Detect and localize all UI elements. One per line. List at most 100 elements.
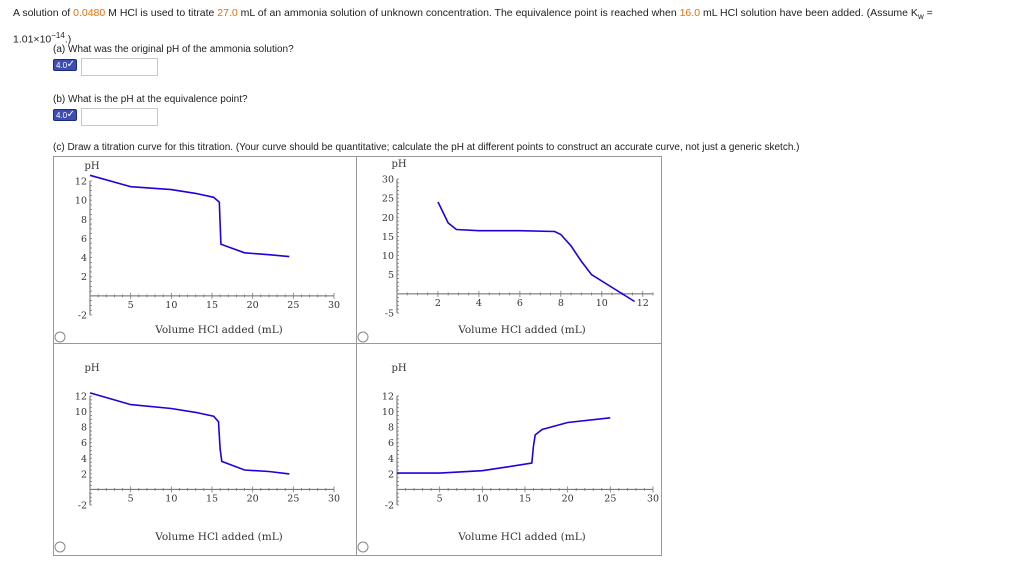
y-tick-label: 12 — [382, 392, 394, 403]
titration-curve — [397, 417, 611, 474]
x-tick-label: 10 — [596, 298, 608, 309]
y-tick-label: 4 — [81, 454, 87, 465]
x-tick-label: 30 — [647, 493, 659, 504]
kw-value: 1.01×10 — [13, 33, 52, 46]
x-tick-label: 8 — [558, 298, 564, 309]
chart-panel: 5 10 15 20 25 30 12 10 8 6 4 2 -2 pH Volume HCl added … — [357, 363, 659, 553]
x-tick-label: 10 — [476, 493, 488, 504]
y-tick-label: 15 — [382, 232, 394, 243]
y-tick-label: -2 — [385, 501, 394, 512]
y-tick-label: 8 — [81, 215, 87, 226]
ph-answer-input[interactable] — [81, 58, 158, 76]
part-b-answer: 4.0 ✓ — [53, 108, 163, 126]
x-tick-label: 2 — [435, 298, 441, 309]
question-part: .) — [64, 33, 72, 46]
titration-curve-options: 5 10 15 20 25 30 12 10 8 6 4 2 -2 pH Volume HCl added … — [53, 156, 662, 556]
part-a-label: (a) What was the original pH of the ammo… — [53, 44, 294, 55]
chart-panel: 5 10 15 20 25 30 12 10 8 6 4 2 -2 pH Volume HCl added … — [54, 161, 340, 343]
question-part: = — [923, 7, 933, 19]
checkmark-icon: ✓ — [66, 109, 75, 120]
titration-curve — [437, 201, 636, 303]
x-tick-label: 15 — [206, 493, 218, 504]
checkmark-icon: ✓ — [66, 59, 75, 70]
y-tick-label: 2 — [81, 469, 87, 480]
x-axis-label: Volume HCl added (mL) — [154, 324, 283, 336]
grid-divider — [356, 157, 357, 555]
score-badge: 4.0 ✓ — [53, 59, 77, 71]
ph-equivalence-input[interactable] — [81, 108, 158, 126]
y-tick-label: 5 — [388, 270, 394, 281]
y-tick-label: 10 — [382, 407, 394, 418]
x-tick-label: 20 — [247, 300, 259, 311]
x-tick-label: 5 — [437, 493, 443, 504]
badge-text: 4.0 — [56, 61, 68, 70]
y-tick-label: 2 — [388, 469, 394, 480]
y-tick-label: -2 — [78, 311, 87, 322]
x-tick-label: 25 — [287, 493, 299, 504]
y-tick-label: 8 — [388, 423, 394, 434]
y-tick-label: 6 — [81, 234, 87, 245]
x-axis-label: Volume HCl added (mL) — [457, 324, 586, 336]
question-part: M HCl is used to titrate — [105, 7, 218, 19]
x-tick-label: 4 — [476, 298, 482, 309]
x-tick-label: 20 — [247, 493, 259, 504]
y-tick-label: 10 — [382, 251, 394, 262]
x-tick-label: 12 — [637, 298, 649, 309]
y-tick-label: 10 — [75, 196, 87, 207]
score-badge: 4.0 ✓ — [53, 109, 77, 121]
y-axis-label: pH — [391, 159, 406, 170]
y-tick-label: 12 — [75, 177, 87, 188]
ammonia-volume: 27.0 — [217, 7, 238, 19]
question-part: A solution of — [13, 7, 74, 19]
x-tick-label: 10 — [165, 300, 177, 311]
x-tick-label: 15 — [206, 300, 218, 311]
x-axis-label: Volume HCl added (mL) — [154, 531, 283, 543]
titration-curve — [89, 392, 290, 475]
y-axis-label: pH — [84, 363, 99, 374]
question-text: A solution of 0.0480 M HCl is used to ti… — [13, 4, 1018, 50]
radio-icon[interactable] — [357, 541, 369, 553]
radio-icon[interactable] — [357, 331, 369, 343]
x-tick-label: 20 — [562, 493, 574, 504]
x-tick-label: 10 — [165, 493, 177, 504]
y-tick-label: 10 — [75, 407, 87, 418]
badge-text: 4.0 — [56, 111, 68, 120]
radio-icon[interactable] — [54, 331, 66, 343]
part-c-label: (c) Draw a titration curve for this titr… — [53, 142, 800, 153]
y-tick-label: -2 — [78, 501, 87, 512]
y-tick-label: 12 — [75, 392, 87, 403]
question-part: mL HCl solution have been added. (Assume… — [700, 7, 918, 19]
y-axis-label: pH — [84, 161, 99, 172]
kw-exponent: −14 — [51, 31, 65, 41]
chart-panel: 5 10 15 20 25 30 12 10 8 6 4 2 -2 pH Volume HCl added … — [54, 363, 340, 553]
x-tick-label: 30 — [328, 493, 340, 504]
y-tick-label: 6 — [388, 438, 394, 449]
question-part: mL of an ammonia solution of unknown con… — [237, 7, 680, 19]
y-axis-label: pH — [391, 363, 406, 374]
x-axis-label: Volume HCl added (mL) — [457, 531, 586, 543]
y-tick-label: 4 — [81, 253, 87, 264]
titration-curve — [89, 174, 290, 258]
kw-subscript: w — [917, 12, 924, 22]
part-a-answer: 4.0 ✓ — [53, 58, 163, 76]
y-tick-label: 2 — [81, 272, 87, 283]
y-tick-label: 8 — [81, 423, 87, 434]
x-tick-label: 15 — [519, 493, 531, 504]
equivalence-volume: 16.0 — [679, 7, 701, 19]
x-tick-label: 5 — [128, 300, 134, 311]
grid-divider — [54, 343, 661, 344]
x-tick-label: 30 — [328, 300, 340, 311]
radio-icon[interactable] — [54, 541, 66, 553]
hcl-concentration: 0.0480 — [73, 7, 106, 19]
x-tick-label: 6 — [517, 298, 523, 309]
y-tick-label: 6 — [81, 438, 87, 449]
y-tick-label: 20 — [382, 213, 394, 224]
x-tick-label: 25 — [287, 300, 299, 311]
y-tick-label: 25 — [382, 194, 394, 205]
x-tick-label: 5 — [128, 493, 134, 504]
x-tick-label: 25 — [604, 493, 616, 504]
y-tick-label: 4 — [388, 454, 394, 465]
y-tick-label: 30 — [382, 175, 394, 186]
y-tick-label: -5 — [385, 309, 394, 320]
